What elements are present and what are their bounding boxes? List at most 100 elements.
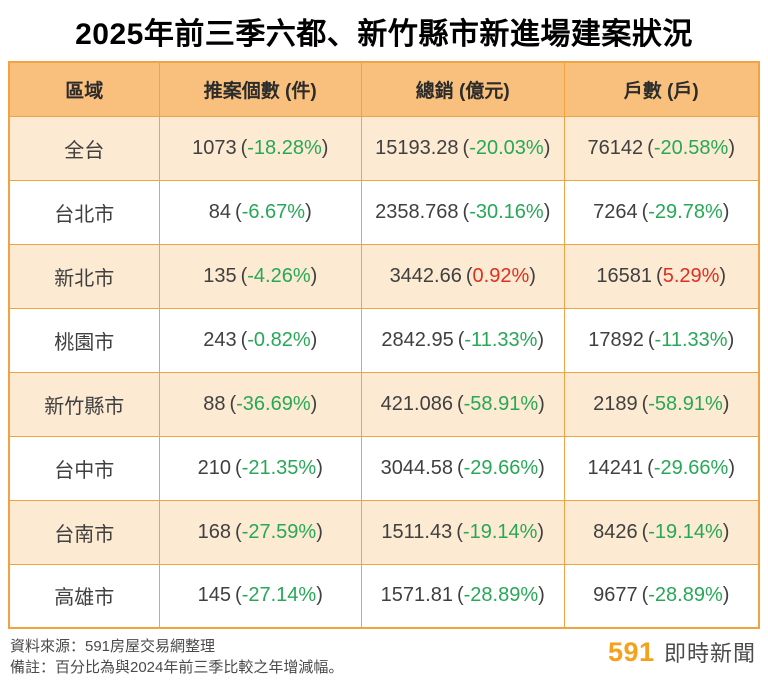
region-cell: 新北市 <box>8 243 160 309</box>
close-paren: ) <box>538 456 545 479</box>
open-paren: ( <box>456 392 464 415</box>
logo-591-text: 591 <box>607 637 655 667</box>
open-paren: ( <box>462 200 470 223</box>
pct-change: -18.28% <box>247 136 322 159</box>
households-cell: 2189 (-58.91%) <box>563 371 760 437</box>
pct-change: -20.03% <box>469 136 544 159</box>
pct-change: 0.92% <box>472 264 530 287</box>
sales-cell: 3044.58 (-29.66%) <box>361 435 565 501</box>
col-header-households: 戶數 (戶) <box>563 61 760 117</box>
footer-notes: 資料來源：591房屋交易網整理 備註：百分比為與2024年前三季比較之年增減幅。 <box>10 636 343 678</box>
close-paren: ) <box>543 136 551 159</box>
pct-change: -21.35% <box>241 456 317 479</box>
col-header-region: 區域 <box>8 61 160 117</box>
open-paren: ( <box>641 520 649 543</box>
table-row: 台南市 168 (-27.59%) 1511.43 (-19.14%) 8426 (-19.… <box>8 499 760 565</box>
sales-cell: 15193.28 (-20.03%) <box>361 115 565 181</box>
cases-cell: 243 (-0.82%) <box>158 307 362 373</box>
metric-value: 17892 <box>588 328 644 351</box>
metric-value: 135 <box>203 264 237 287</box>
metric-value: 84 <box>208 200 232 223</box>
close-paren: ) <box>321 136 329 159</box>
open-paren: ( <box>235 584 242 607</box>
pct-change: -27.59% <box>241 520 317 543</box>
open-paren: ( <box>647 456 654 479</box>
sales-cell: 1511.43 (-19.14%) <box>361 499 565 565</box>
open-paren: ( <box>656 264 663 287</box>
region-cell: 台中市 <box>8 435 160 501</box>
pct-change: -28.89% <box>463 584 539 607</box>
pct-change: -27.14% <box>241 584 317 607</box>
open-paren: ( <box>229 392 237 415</box>
close-paren: ) <box>538 584 545 607</box>
pct-change: -30.16% <box>469 200 544 223</box>
cases-cell: 1073 (-18.28%) <box>158 115 362 181</box>
open-paren: ( <box>456 520 463 543</box>
sales-cell: 3442.66 (0.92%) <box>361 243 565 309</box>
households-cell: 8426 (-19.14%) <box>563 499 760 565</box>
close-paren: ) <box>310 328 318 351</box>
open-paren: ( <box>240 328 248 351</box>
metric-value: 14241 <box>587 456 644 479</box>
data-table: 區域 推案個數 (件) 總銷 (億元) 戶數 (戶) 全台 1073 (-18.28… <box>8 61 760 629</box>
metric-value: 243 <box>203 328 237 351</box>
close-paren: ) <box>305 200 312 223</box>
metric-value: 9677 <box>593 584 638 607</box>
sales-cell: 2842.95 (-11.33%) <box>361 307 565 373</box>
table-row: 新竹縣市 88 (-36.69%) 421.086 (-58.91%) 2189 (-58.… <box>8 371 760 437</box>
table-row: 桃園市 243 (-0.82%) 2842.95 (-11.33%) 17892 (-11.… <box>8 307 760 373</box>
close-paren: ) <box>722 584 730 607</box>
region-cell: 高雄市 <box>8 563 160 629</box>
page-title: 2025年前三季六都、新竹縣市新進場建案狀況 <box>75 18 693 51</box>
close-paren: ) <box>537 520 545 543</box>
open-paren: ( <box>647 136 654 159</box>
households-cell: 76142 (-20.58%) <box>563 115 760 181</box>
pct-change: -29.66% <box>653 456 729 479</box>
close-paren: ) <box>722 392 730 415</box>
pct-change: -19.14% <box>648 520 723 543</box>
table-row: 台北市 84 (-6.67%) 2358.768 (-30.16%) 7264 (-29.7… <box>8 179 760 245</box>
pct-change: -29.66% <box>463 456 539 479</box>
col-header-cases: 推案個數 (件) <box>158 61 362 117</box>
close-paren: ) <box>727 328 735 351</box>
table-row: 全台 1073 (-18.28%) 15193.28 (-20.03%) 76142 (-2… <box>8 115 760 181</box>
region-cell: 新竹縣市 <box>8 371 160 437</box>
open-paren: ( <box>456 456 464 479</box>
metric-value: 210 <box>197 456 232 479</box>
pct-change: 5.29% <box>662 264 720 287</box>
metric-value: 88 <box>203 392 226 415</box>
pct-change: -4.26% <box>247 264 311 287</box>
metric-value: 1571.81 <box>380 584 453 607</box>
close-paren: ) <box>316 520 323 543</box>
table-header-row: 區域 推案個數 (件) 總銷 (億元) 戶數 (戶) <box>8 61 760 117</box>
metric-value: 3442.66 <box>389 264 462 287</box>
region-cell: 台北市 <box>8 179 160 245</box>
pct-change: -58.91% <box>648 392 723 415</box>
footer: 資料來源：591房屋交易網整理 備註：百分比為與2024年前三季比較之年增減幅。… <box>0 629 768 678</box>
close-paren: ) <box>722 200 730 223</box>
region-cell: 桃園市 <box>8 307 160 373</box>
region-cell: 台南市 <box>8 499 160 565</box>
close-paren: ) <box>316 456 323 479</box>
open-paren: ( <box>641 200 649 223</box>
open-paren: ( <box>457 328 465 351</box>
pct-change: -28.89% <box>648 584 723 607</box>
open-paren: ( <box>235 456 242 479</box>
metric-value: 15193.28 <box>375 136 459 159</box>
pct-change: -0.82% <box>247 328 311 351</box>
pct-change: -36.69% <box>236 392 311 415</box>
pct-change: -6.67% <box>241 200 306 223</box>
metric-value: 168 <box>197 520 232 543</box>
cases-cell: 145 (-27.14%) <box>158 563 362 629</box>
open-paren: ( <box>240 136 248 159</box>
metric-value: 16581 <box>596 264 653 287</box>
open-paren: ( <box>240 264 248 287</box>
metric-value: 7264 <box>593 200 638 223</box>
households-cell: 17892 (-11.33%) <box>563 307 760 373</box>
table-row: 台中市 210 (-21.35%) 3044.58 (-29.66%) 14241 (-29… <box>8 435 760 501</box>
close-paren: ) <box>728 136 735 159</box>
metric-value: 2189 <box>593 392 638 415</box>
close-paren: ) <box>722 520 730 543</box>
sales-cell: 421.086 (-58.91%) <box>361 371 565 437</box>
open-paren: ( <box>462 136 470 159</box>
